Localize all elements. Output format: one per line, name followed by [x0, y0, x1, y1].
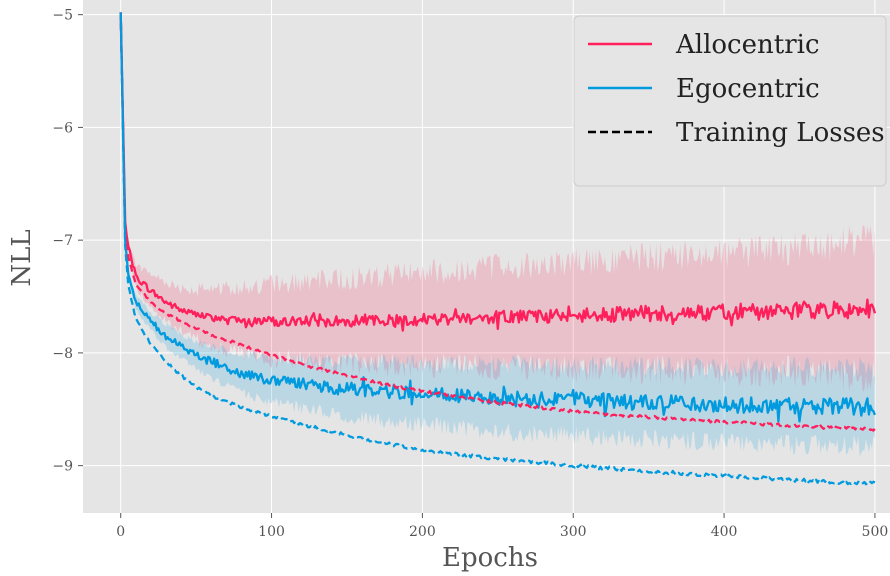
x-tick-label: 500 — [862, 524, 889, 540]
legend-box — [573, 15, 887, 187]
x-axis-title: Epochs — [442, 543, 538, 573]
axis-ticks: 0 100 200 300 400 500 −5 −6 −7 −8 −9 — [52, 8, 888, 540]
grid-lines — [83, 0, 890, 513]
x-tick-label: 300 — [560, 524, 587, 540]
y-tick-label: −6 — [52, 120, 73, 136]
y-tick-label: −5 — [52, 8, 73, 24]
allocentric-line — [119, 12, 877, 332]
allocentric-band — [120, 12, 875, 392]
egocentric-training-line — [119, 12, 876, 486]
y-tick-label: −7 — [52, 233, 73, 249]
egocentric-line — [119, 12, 876, 423]
allocentric-training-line — [119, 12, 876, 432]
y-tick-label: −8 — [52, 346, 73, 362]
series-lines — [119, 12, 877, 486]
legend-label-allocentric: Allocentric — [675, 30, 820, 60]
y-tick-label: −9 — [52, 459, 73, 475]
x-tick-label: 0 — [116, 524, 125, 540]
x-tick-label: 200 — [409, 524, 436, 540]
legend: Allocentric Egocentric Training Losses — [573, 15, 887, 187]
x-tick-label: 400 — [711, 524, 738, 540]
x-tick-label: 100 — [258, 524, 285, 540]
y-axis-title: NLL — [7, 229, 37, 286]
legend-label-egocentric: Egocentric — [676, 74, 820, 104]
legend-label-training: Training Losses — [676, 118, 885, 148]
